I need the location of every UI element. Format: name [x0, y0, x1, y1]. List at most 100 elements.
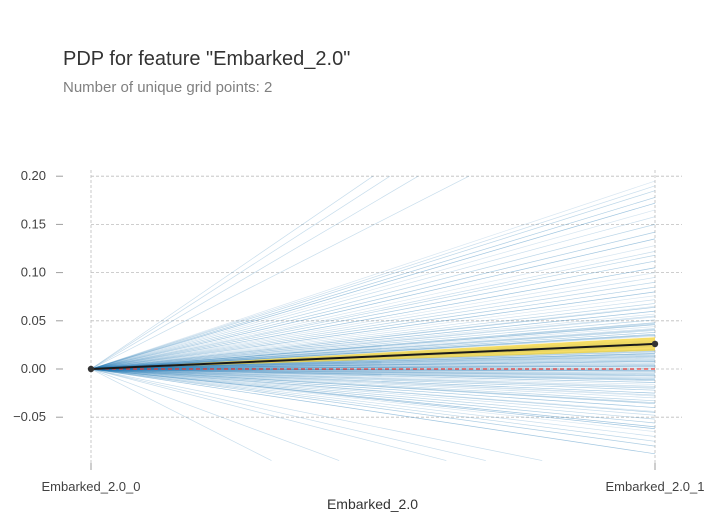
ice-steep-line-6 [90, 368, 447, 461]
pdp-marker-1 [651, 340, 659, 348]
ice-line-95 [90, 368, 656, 433]
ice-line-63 [90, 364, 656, 370]
ice-line-1 [90, 185, 656, 370]
ice-line-72 [90, 368, 656, 375]
ice-line-29 [90, 324, 656, 370]
ice-line-7 [90, 224, 656, 370]
ice-line-9 [90, 238, 656, 370]
ice-line-101 [90, 315, 656, 370]
ice-line-94 [90, 368, 656, 428]
ice-line-13 [90, 260, 656, 370]
ice-line-50 [90, 352, 656, 370]
ice-line-33 [90, 332, 656, 370]
ice-line-85 [90, 368, 656, 397]
ice-line-22 [90, 303, 656, 370]
ice-lines [90, 175, 656, 461]
ice-line-73 [90, 368, 656, 376]
ice-line-14 [90, 267, 656, 370]
ice-line-60 [90, 361, 656, 370]
ice-line-109 [90, 353, 656, 370]
ice-line-114 [90, 368, 656, 380]
ice-line-27 [90, 319, 656, 370]
ice-steep-line-2 [90, 175, 391, 370]
ice-line-4 [90, 202, 656, 370]
ice-line-71 [90, 368, 656, 374]
ice-line-25 [90, 313, 656, 370]
ice-line-21 [90, 299, 656, 370]
ice-line-61 [90, 362, 656, 370]
ice-line-19 [90, 291, 656, 370]
ice-line-93 [90, 368, 656, 424]
pdp-band [91, 337, 655, 369]
ice-steep-line-7 [90, 368, 486, 461]
ice-line-56 [90, 358, 656, 370]
ice-line-117 [90, 368, 656, 404]
ice-line-102 [90, 323, 656, 370]
ice-steep-line-4 [90, 368, 272, 461]
ice-line-54 [90, 356, 656, 370]
y-tick-label-1: 0.00 [21, 361, 46, 376]
ice-line-79 [90, 368, 656, 383]
pdp-confidence-band [91, 337, 655, 369]
x-axis-ticks: Embarked_2.0_0 Embarked_2.0_1 [41, 463, 705, 494]
ice-line-82 [90, 368, 656, 389]
ice-line-119 [90, 368, 656, 430]
ice-line-92 [90, 368, 656, 420]
ice-line-115 [90, 368, 656, 388]
ice-line-80 [90, 368, 656, 385]
ice-line-77 [90, 368, 656, 379]
ice-line-75 [90, 368, 656, 378]
ice-steep-line-1 [90, 175, 470, 370]
ice-line-23 [90, 306, 656, 370]
ice-line-57 [90, 359, 656, 370]
ice-steep-line-0 [90, 175, 419, 370]
ice-line-32 [90, 330, 656, 370]
ice-line-18 [90, 286, 656, 370]
ice-line-12 [90, 254, 656, 370]
ice-line-100 [90, 305, 656, 370]
ice-line-87 [90, 368, 656, 402]
pdp-marker-0 [87, 365, 95, 373]
ice-line-83 [90, 368, 656, 391]
ice-steep-line-8 [90, 368, 543, 461]
page-title: PDP for feature "Embarked_2.0" [63, 48, 351, 70]
ice-line-97 [90, 368, 656, 442]
ice-line-26 [90, 316, 656, 370]
ice-line-11 [90, 251, 656, 370]
ice-line-111 [90, 360, 656, 370]
ice-line-17 [90, 281, 656, 370]
ice-line-53 [90, 355, 656, 370]
ice-line-58 [90, 359, 656, 370]
ice-line-28 [90, 322, 656, 370]
ice-line-51 [90, 353, 656, 370]
x-tick-label-0: Embarked_2.0_0 [41, 479, 140, 494]
y-tick-label-0: −0.05 [13, 409, 46, 424]
ice-line-110 [90, 357, 656, 370]
ice-line-62 [90, 363, 656, 370]
ice-line-31 [90, 328, 656, 370]
ice-line-104 [90, 334, 656, 370]
ice-line-118 [90, 368, 656, 413]
pdp-line-group [87, 340, 659, 373]
ice-line-78 [90, 368, 656, 381]
y-axis-ticks: −0.05 0.00 0.05 0.10 0.15 0.20 [13, 168, 63, 424]
ice-steep-line-3 [90, 175, 374, 370]
ice-line-116 [90, 368, 656, 396]
y-tick-label-3: 0.10 [21, 265, 46, 280]
ice-line-49 [90, 351, 656, 370]
ice-line-88 [90, 368, 656, 405]
ice-line-99 [90, 368, 656, 455]
x-tick-label-1: Embarked_2.0_1 [605, 479, 704, 494]
y-tick-label-4: 0.15 [21, 216, 46, 231]
page-subtitle: Number of unique grid points: 2 [63, 79, 273, 96]
y-tick-label-2: 0.05 [21, 313, 46, 328]
pdp-line [90, 342, 656, 370]
ice-line-96 [90, 368, 656, 437]
ice-line-35 [90, 335, 656, 370]
ice-line-90 [90, 368, 656, 412]
ice-line-89 [90, 368, 656, 408]
ice-line-24 [90, 310, 656, 370]
ice-line-81 [90, 368, 656, 387]
ice-line-91 [90, 368, 656, 416]
ice-line-52 [90, 354, 656, 370]
